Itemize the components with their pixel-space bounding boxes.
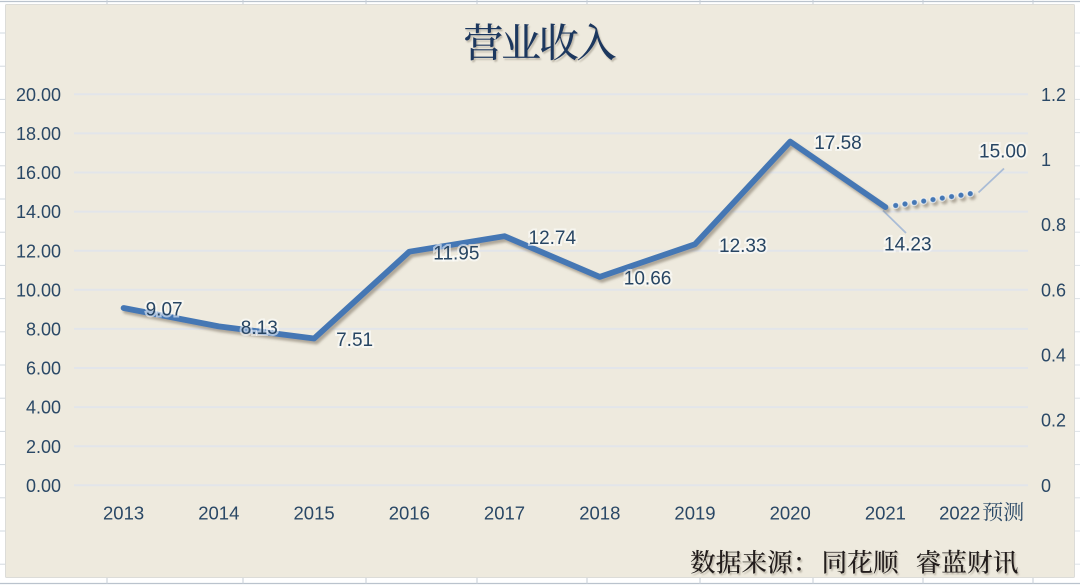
svg-text:2016: 2016 — [389, 503, 430, 524]
svg-text:10.66: 10.66 — [624, 269, 672, 290]
svg-text:18.00: 18.00 — [16, 124, 61, 144]
svg-text:7.51: 7.51 — [336, 330, 373, 351]
svg-text:20.00: 20.00 — [16, 85, 61, 105]
svg-text:11.95: 11.95 — [433, 243, 479, 264]
svg-text:14.23: 14.23 — [884, 235, 932, 256]
svg-text:8.13: 8.13 — [241, 318, 278, 339]
svg-text:17.58: 17.58 — [814, 133, 862, 154]
svg-text:0.6: 0.6 — [1041, 280, 1066, 300]
svg-text:2020: 2020 — [770, 503, 811, 524]
svg-text:0.00: 0.00 — [26, 476, 61, 496]
svg-text:12.74: 12.74 — [529, 228, 577, 249]
svg-text:2013: 2013 — [103, 503, 144, 524]
svg-text:0.8: 0.8 — [1041, 215, 1066, 235]
svg-text:0.4: 0.4 — [1041, 346, 1066, 366]
svg-text:2019: 2019 — [674, 503, 715, 524]
svg-text:12.00: 12.00 — [16, 241, 61, 261]
svg-text:0.2: 0.2 — [1041, 411, 1066, 431]
svg-text:2021: 2021 — [865, 503, 906, 524]
svg-text:2022: 2022 — [939, 503, 980, 524]
svg-text:0: 0 — [1041, 476, 1051, 496]
svg-text:4.00: 4.00 — [26, 398, 61, 418]
svg-text:14.00: 14.00 — [16, 202, 61, 222]
svg-text:2018: 2018 — [579, 503, 620, 524]
svg-text:10.00: 10.00 — [16, 280, 61, 300]
svg-text:15.00: 15.00 — [979, 142, 1027, 163]
svg-text:8.00: 8.00 — [26, 320, 61, 340]
svg-text:2017: 2017 — [484, 503, 525, 524]
svg-text:9.07: 9.07 — [146, 300, 183, 321]
svg-text:12.33: 12.33 — [719, 236, 767, 257]
svg-text:2015: 2015 — [294, 503, 335, 524]
svg-text:1: 1 — [1041, 150, 1051, 170]
svg-text:2.00: 2.00 — [26, 437, 61, 457]
svg-text:6.00: 6.00 — [26, 359, 61, 379]
svg-text:1.2: 1.2 — [1041, 85, 1066, 105]
svg-text:16.00: 16.00 — [16, 163, 61, 183]
svg-text:2014: 2014 — [198, 503, 239, 524]
